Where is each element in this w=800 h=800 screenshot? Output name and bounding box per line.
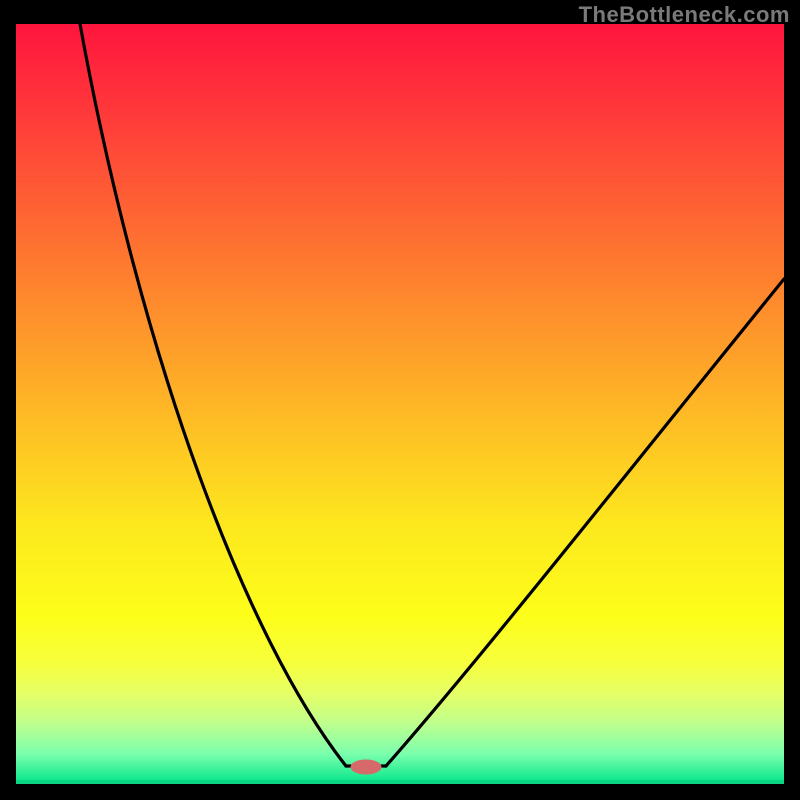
gradient-background <box>16 24 784 784</box>
plot-area <box>16 24 784 784</box>
watermark-text: TheBottleneck.com <box>579 2 790 28</box>
chart-container: TheBottleneck.com <box>0 0 800 800</box>
